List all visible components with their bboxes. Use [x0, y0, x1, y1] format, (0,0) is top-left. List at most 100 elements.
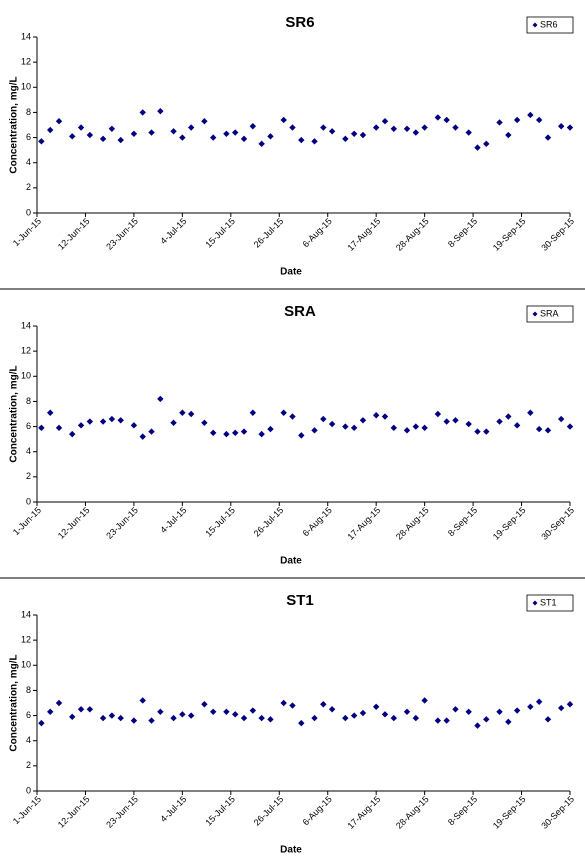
point: [381, 413, 389, 420]
point: [179, 711, 186, 718]
y-tick-label: 4: [26, 446, 31, 456]
point: [544, 427, 552, 434]
point: [77, 124, 85, 131]
point: [77, 706, 85, 713]
legend-label: ST1: [540, 597, 557, 607]
x-tick-label: 8-Sep-15: [446, 505, 479, 538]
point: [320, 124, 327, 131]
x-tick-label: 26-Jul-15: [252, 505, 286, 539]
y-tick-label: 0: [26, 785, 31, 795]
x-axis-label: Date: [280, 845, 302, 856]
point: [55, 118, 63, 125]
point: [328, 420, 336, 428]
point: [412, 129, 420, 136]
point: [139, 697, 146, 704]
y-tick-label: 0: [26, 496, 31, 506]
x-tick-label: 15-Jul-15: [203, 505, 237, 539]
point: [38, 424, 45, 432]
x-tick-label: 19-Sep-15: [491, 794, 528, 831]
point: [289, 124, 296, 131]
point: [108, 415, 116, 423]
y-tick-label: 6: [26, 132, 31, 142]
x-tick-label: 8-Sep-15: [446, 794, 479, 827]
point: [535, 425, 543, 433]
point: [179, 409, 186, 416]
point: [342, 714, 349, 722]
point: [117, 417, 124, 424]
point: [130, 130, 138, 137]
x-axis-label: Date: [280, 556, 302, 567]
point: [267, 716, 274, 723]
y-tick-label: 2: [26, 760, 31, 770]
point: [403, 125, 411, 132]
point: [390, 424, 398, 432]
y-tick-label: 6: [26, 421, 31, 431]
point: [496, 708, 503, 715]
point: [38, 138, 45, 145]
point: [47, 409, 54, 416]
legend-box: [526, 305, 574, 323]
point: [403, 708, 411, 715]
point: [483, 716, 490, 723]
y-tick-label: 8: [26, 396, 31, 406]
point: [289, 702, 296, 709]
y-tick-label: 8: [26, 685, 31, 695]
x-tick-label: 28-Aug-15: [394, 505, 431, 542]
point: [372, 124, 380, 131]
point: [148, 428, 155, 435]
chart-title: SR6: [285, 14, 314, 31]
y-tick-label: 0: [26, 207, 31, 217]
chart-title: SRA: [284, 303, 316, 320]
x-tick-label: 17-Aug-15: [345, 505, 382, 542]
point: [280, 116, 287, 124]
point: [328, 128, 336, 135]
point: [342, 135, 349, 143]
y-tick-label: 4: [26, 157, 31, 167]
point: [505, 413, 512, 420]
point: [434, 717, 442, 724]
point: [311, 138, 318, 145]
point: [232, 129, 239, 136]
y-tick-label: 12: [21, 57, 31, 67]
point: [535, 698, 543, 705]
legend-label: SRA: [540, 308, 559, 318]
point: [566, 701, 574, 708]
point: [443, 717, 450, 724]
point: [117, 136, 124, 144]
point: [139, 109, 146, 116]
point: [557, 704, 565, 712]
y-tick-label: 14: [21, 31, 31, 41]
point: [390, 125, 398, 132]
x-tick-label: 26-Jul-15: [252, 794, 286, 828]
point: [170, 128, 177, 135]
x-tick-label: 1-Jun-15: [11, 216, 43, 248]
point: [513, 707, 521, 714]
point: [240, 714, 248, 722]
x-tick-label: 15-Jul-15: [203, 216, 237, 250]
point: [381, 711, 389, 718]
point: [320, 701, 327, 708]
y-tick-label: 14: [21, 320, 31, 330]
point: [434, 410, 442, 418]
point: [412, 423, 420, 430]
point: [130, 422, 138, 429]
point: [249, 123, 257, 130]
point: [350, 712, 358, 719]
x-tick-label: 15-Jul-15: [203, 794, 237, 828]
point: [170, 419, 177, 426]
x-tick-label: 19-Sep-15: [491, 216, 528, 253]
x-tick-label: 19-Sep-15: [491, 505, 528, 542]
legend-box: [526, 594, 574, 612]
y-tick-label: 2: [26, 471, 31, 481]
point: [258, 714, 265, 722]
point: [298, 432, 305, 439]
point: [99, 135, 107, 143]
point: [267, 425, 274, 433]
point: [474, 722, 481, 729]
point: [474, 144, 481, 151]
point: [474, 428, 481, 435]
x-tick-label: 1-Jun-15: [11, 505, 43, 537]
point: [258, 140, 265, 148]
x-tick-label: 26-Jul-15: [252, 216, 286, 250]
